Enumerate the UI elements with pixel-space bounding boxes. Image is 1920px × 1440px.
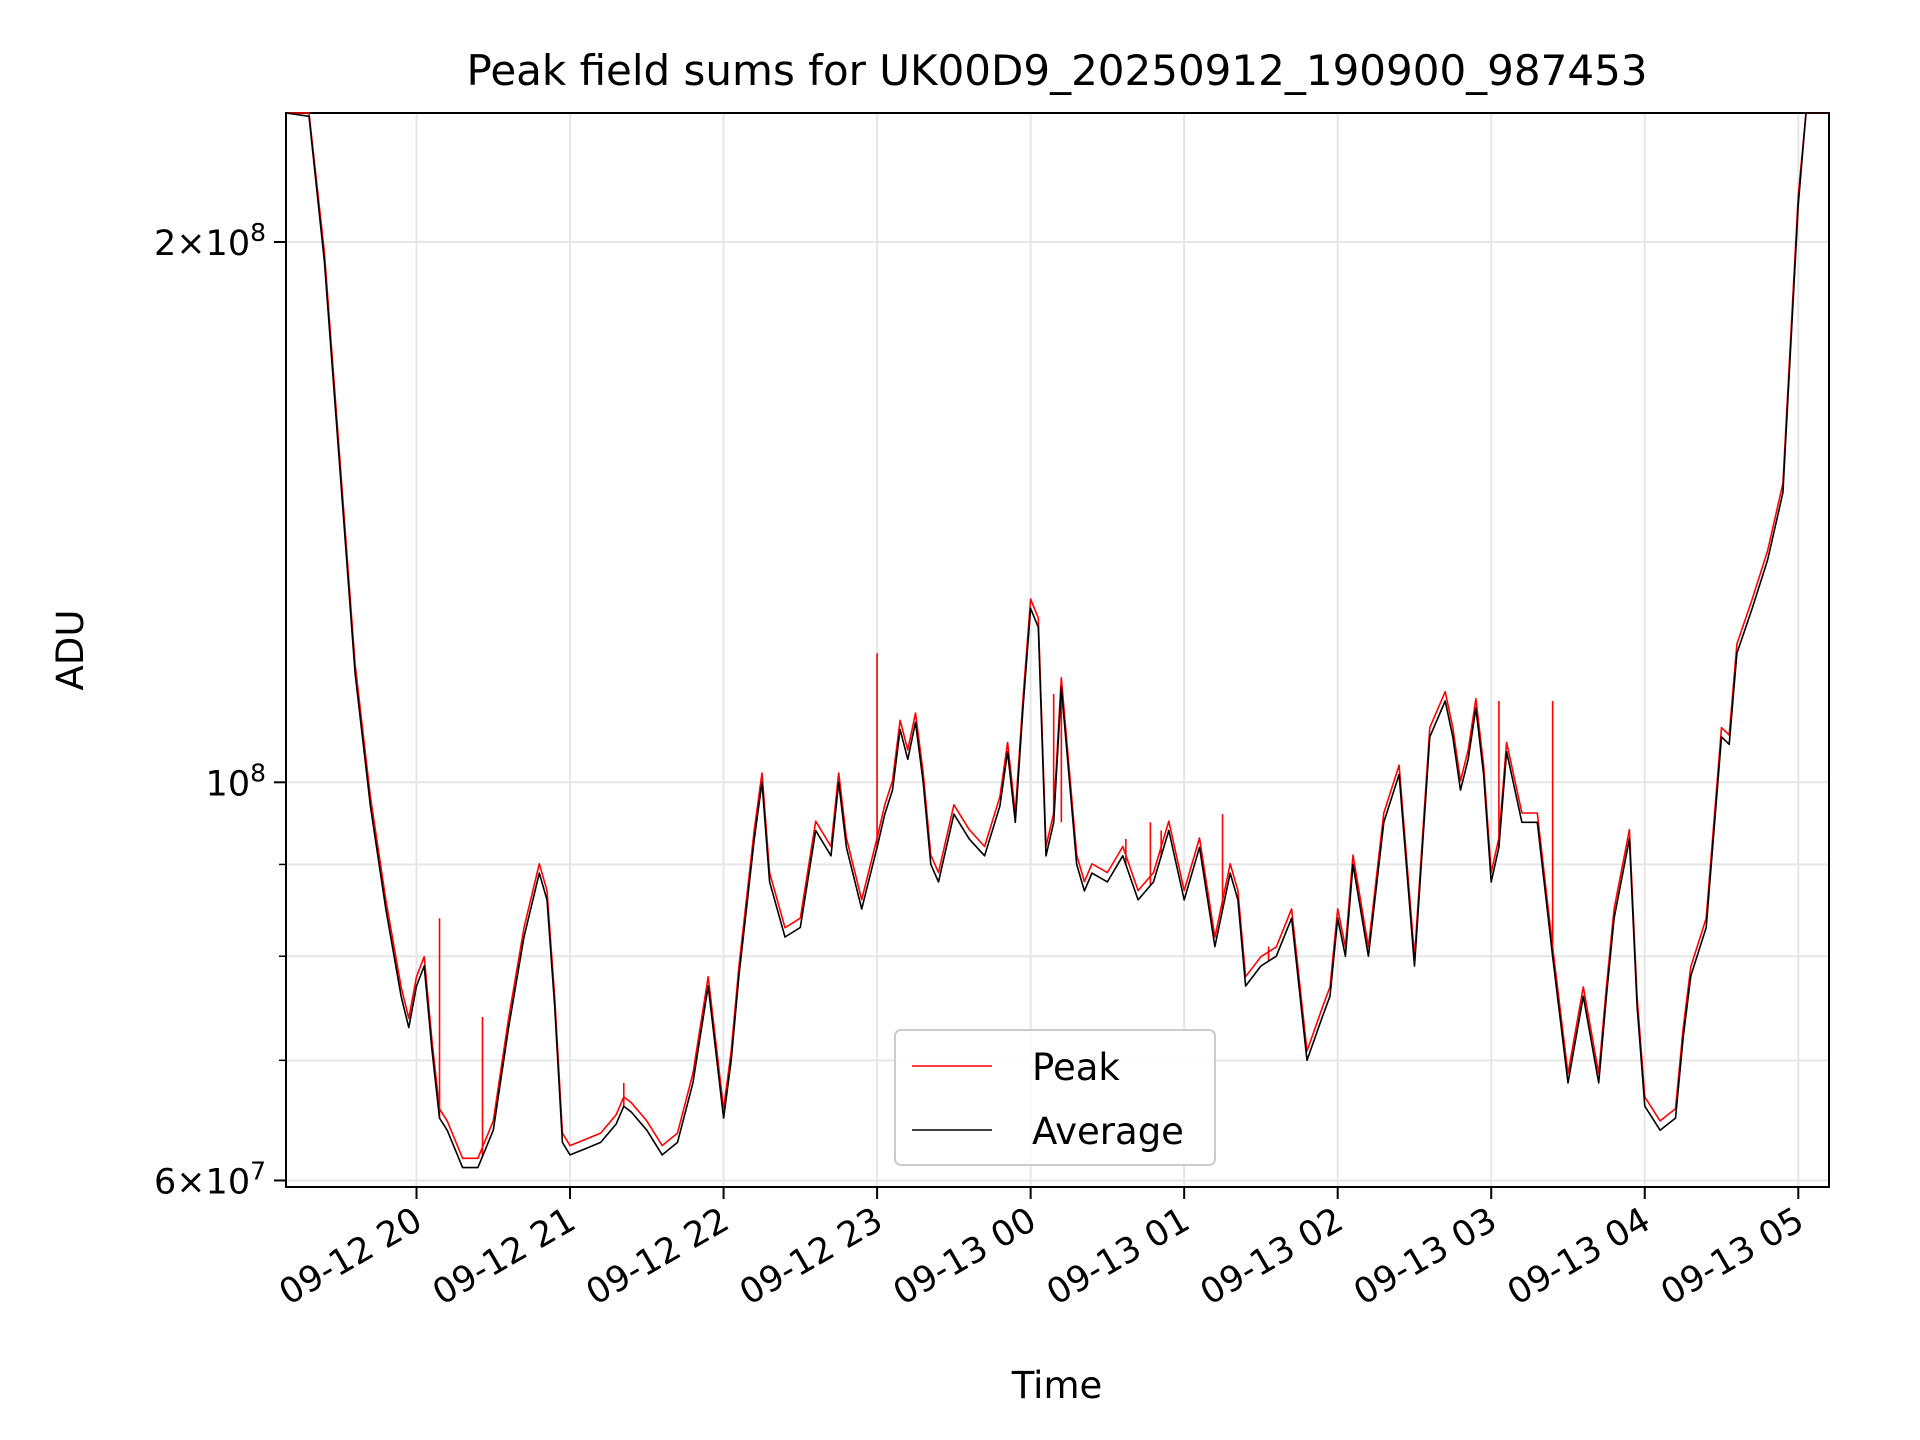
series-layer xyxy=(285,112,1829,1169)
plot-frame xyxy=(285,112,1830,1188)
x-tick-label: 09-13 05 xyxy=(1655,1200,1811,1313)
x-tick-label: 09-13 02 xyxy=(1194,1200,1350,1313)
gridlines xyxy=(286,113,1829,1187)
x-tick-label: 09-12 23 xyxy=(733,1200,889,1313)
legend-box xyxy=(894,1029,1216,1166)
x-axis-label: Time xyxy=(1011,1364,1103,1407)
y-axis-label: ADU xyxy=(49,610,92,691)
legend-average-label: Average xyxy=(1032,1110,1184,1153)
legend-peak-label: Peak xyxy=(1032,1046,1120,1089)
x-tick-label: 09-13 00 xyxy=(887,1200,1043,1313)
x-tick-label: 09-12 21 xyxy=(426,1200,582,1313)
y-tick-label: 108 xyxy=(206,758,266,804)
x-tick-label: 09-13 01 xyxy=(1040,1200,1196,1313)
x-tick-label: 09-13 03 xyxy=(1347,1200,1503,1313)
y-tick-label: 6×107 xyxy=(154,1156,266,1202)
x-tick-label: 09-12 22 xyxy=(580,1200,736,1313)
x-tick-label: 09-13 04 xyxy=(1501,1200,1657,1313)
peak-series-line xyxy=(286,112,1829,1160)
y-tick-label: 2×108 xyxy=(154,218,266,264)
x-tick-label: 09-12 20 xyxy=(273,1200,429,1313)
legend: Peak Average xyxy=(894,1029,1216,1166)
chart-title: Peak field sums for UK00D9_20250912_1909… xyxy=(466,46,1647,95)
average-series-line xyxy=(285,112,1829,1169)
